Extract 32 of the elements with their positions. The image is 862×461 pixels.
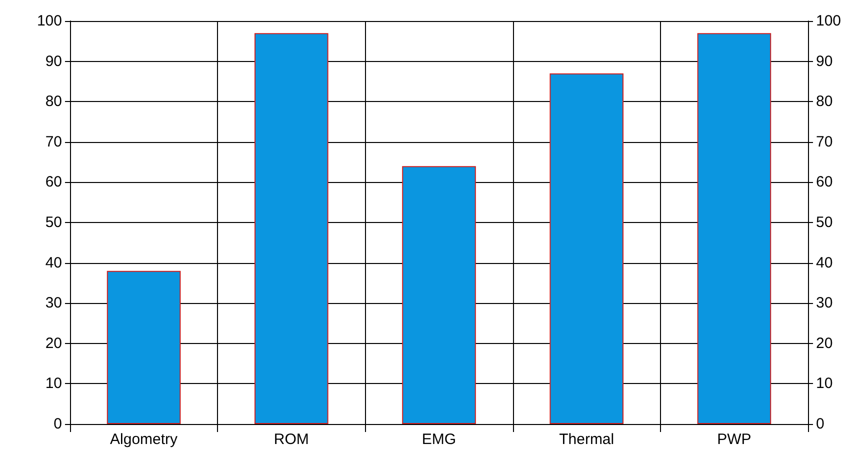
y-tick-label: 40 xyxy=(45,254,62,272)
bar xyxy=(550,73,624,424)
y-tick-label: 50 xyxy=(45,214,62,231)
y2-tick-label: 50 xyxy=(816,214,833,231)
y2-tick-label: 20 xyxy=(816,334,833,352)
y2-tick-label: 60 xyxy=(816,174,833,191)
x-tick-label: Algometry xyxy=(110,431,178,448)
y-tick-label: 90 xyxy=(45,52,62,70)
bar xyxy=(697,33,772,424)
y-tick-label: 0 xyxy=(54,416,62,432)
y-tick-label: 10 xyxy=(45,375,62,392)
bar xyxy=(402,166,476,424)
y-tick-label: 70 xyxy=(45,133,62,150)
x-tick-label: ROM xyxy=(274,431,309,448)
y2-tick-label: 90 xyxy=(816,52,833,70)
y-tick-label: 100 xyxy=(36,12,62,30)
y2-tick-label: 30 xyxy=(816,294,833,312)
y-tick-label: 20 xyxy=(45,334,62,352)
y-tick-label: 80 xyxy=(45,93,62,110)
x-tick-label: Thermal xyxy=(559,431,614,448)
y2-tick-label: 40 xyxy=(816,254,833,272)
bar xyxy=(106,270,181,424)
y2-tick-label: 100 xyxy=(816,12,842,30)
y-tick-label: 30 xyxy=(45,294,62,312)
x-tick-label: EMG xyxy=(422,431,456,448)
x-tick-label: PWP xyxy=(717,431,752,448)
y-tick-label: 60 xyxy=(45,174,62,191)
y2-tick-label: 10 xyxy=(816,375,833,392)
y2-tick-label: 0 xyxy=(816,416,824,432)
y2-tick-label: 70 xyxy=(816,133,833,150)
y2-tick-label: 80 xyxy=(816,93,833,110)
bar xyxy=(254,33,328,424)
